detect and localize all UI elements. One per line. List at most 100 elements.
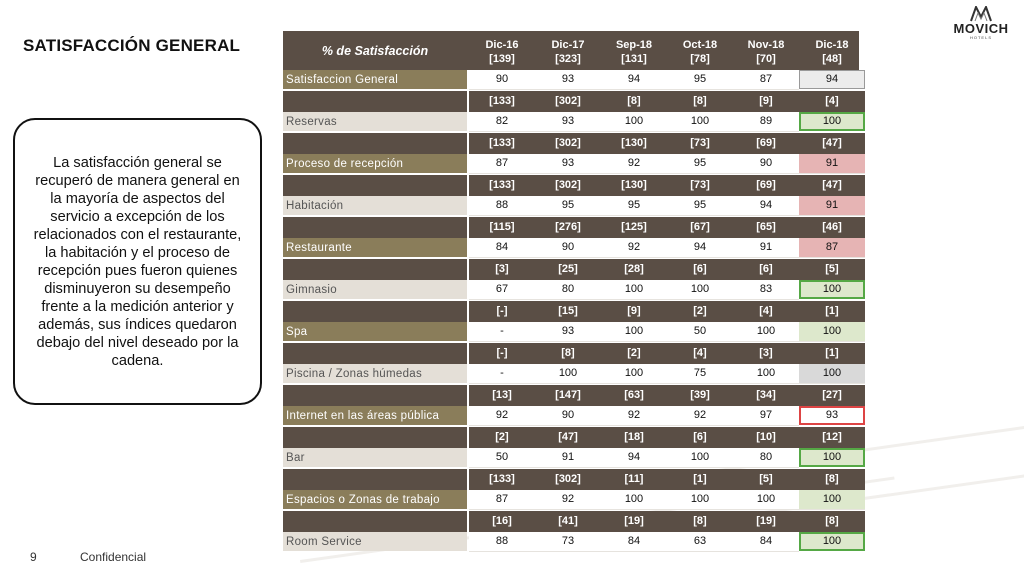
sample-size-spacer — [283, 301, 467, 322]
table-row: Spa -93 100 50 100 100 — [283, 322, 865, 343]
sample-size-spacer — [283, 343, 467, 364]
value-cell: 92 — [469, 406, 535, 426]
sample-size-cell: [8] — [799, 511, 865, 532]
table-row: Room Service 88 73 84 63 84 100 — [283, 532, 865, 553]
value-cell: 87 — [469, 490, 535, 510]
value-cell: 84 — [733, 532, 799, 552]
sample-size-cell: [147] — [535, 385, 601, 406]
header-label: % de Satisfacción — [321, 43, 429, 58]
value-cell: 94 — [601, 448, 667, 468]
sample-size-cell: [133] — [469, 133, 535, 154]
sample-size-cell: [25] — [535, 259, 601, 280]
value-cell: 95 — [667, 70, 733, 90]
sample-size-cell: [2] — [601, 343, 667, 364]
sample-size-cell: [2] — [469, 427, 535, 448]
value-cell: 91 — [733, 238, 799, 258]
value-cell: 93 — [535, 322, 601, 342]
period-name: Dic-18 — [815, 39, 849, 51]
value-cell: 75 — [667, 364, 733, 384]
value-cell: 100 — [733, 364, 799, 384]
value-cell: 100 — [601, 364, 667, 384]
sample-size-row: [2] [47] [18] [6] [10] [12] — [283, 427, 865, 448]
row-label: Satisfaccion General — [283, 70, 467, 89]
value-cell: 94 — [733, 196, 799, 216]
value-cell: 94 — [601, 70, 667, 90]
row-label: Habitación — [283, 196, 467, 215]
sample-size-cell: [4] — [667, 343, 733, 364]
row-label: Bar — [283, 448, 467, 467]
value-cell: 83 — [733, 280, 799, 300]
satisfaction-table: % de Satisfacción Dic-16 [139] Dic-17 [323] S… — [283, 31, 865, 553]
sample-size-spacer — [283, 259, 467, 280]
sample-size-cell: [11] — [601, 469, 667, 490]
sample-size-cell: [6] — [667, 259, 733, 280]
value-cell: 90 — [535, 406, 601, 426]
sample-size-row: [133] [302] [11] [1] [5] [8] — [283, 469, 865, 490]
table-header: % de Satisfacción Dic-16 [139] Dic-17 [323] S… — [283, 31, 859, 70]
sample-size-cell: [6] — [667, 427, 733, 448]
value-cell: 84 — [601, 532, 667, 552]
period-name: Oct-18 — [682, 39, 718, 51]
period-name: Nov-18 — [747, 39, 785, 51]
value-cell: 88 — [469, 532, 535, 552]
period-n: [131] — [621, 53, 647, 65]
value-cell: 87 — [469, 154, 535, 174]
footer-confidential: Confidencial — [80, 550, 147, 564]
sample-size-cell: [115] — [469, 217, 535, 238]
sample-size-cell: [47] — [799, 175, 865, 196]
value-cell: 100 — [667, 112, 733, 132]
row-label: Restaurante — [283, 238, 467, 257]
value-cell: 87 — [733, 70, 799, 90]
sample-size-spacer — [283, 469, 467, 490]
value-cell: 88 — [469, 196, 535, 216]
row-label: Reservas — [283, 112, 467, 131]
value-cell: 100 — [667, 280, 733, 300]
period-header: Sep-18 [131] — [601, 38, 667, 66]
value-cell: - — [469, 322, 535, 342]
value-cell: 73 — [535, 532, 601, 552]
sample-size-cell: [12] — [799, 427, 865, 448]
row-label: Piscina / Zonas húmedas — [283, 364, 467, 383]
sample-size-cell: [10] — [733, 427, 799, 448]
value-cell: 92 — [601, 154, 667, 174]
value-cell: 91 — [799, 196, 865, 216]
period-name: Dic-16 — [485, 39, 519, 51]
sample-size-cell: [302] — [535, 175, 601, 196]
sample-size-cell: [73] — [667, 175, 733, 196]
sample-size-cell: [9] — [733, 91, 799, 112]
value-cell: 100 — [733, 490, 799, 510]
value-cell: 100 — [601, 490, 667, 510]
value-cell: 80 — [733, 448, 799, 468]
sample-size-cell: [130] — [601, 133, 667, 154]
sample-size-cell: [19] — [733, 511, 799, 532]
value-cell: 82 — [469, 112, 535, 132]
period-n: [70] — [756, 53, 776, 65]
row-label: Proceso de recepción — [283, 154, 467, 173]
period-header: Nov-18 [70] — [733, 38, 799, 66]
row-label: Espacios o Zonas de trabajo — [283, 490, 467, 509]
value-cell: 97 — [733, 406, 799, 426]
sample-size-cell: [302] — [535, 133, 601, 154]
table-row: Restaurante 84 90 92 94 91 87 — [283, 238, 865, 259]
value-cell: 100 — [799, 112, 865, 131]
value-cell: 67 — [469, 280, 535, 300]
sample-size-cell: [276] — [535, 217, 601, 238]
sample-size-cell: [-] — [469, 301, 535, 322]
sample-size-cell: [133] — [469, 469, 535, 490]
value-cell: 100 — [799, 322, 865, 342]
row-label: Room Service — [283, 532, 467, 551]
sample-size-cell: [69] — [733, 175, 799, 196]
sample-size-cell: [34] — [733, 385, 799, 406]
value-cell: - — [469, 364, 535, 384]
sample-size-cell: [8] — [667, 91, 733, 112]
sample-size-cell: [41] — [535, 511, 601, 532]
row-label: Internet en las áreas pública — [283, 406, 467, 425]
sample-size-cell: [67] — [667, 217, 733, 238]
sample-size-cell: [1] — [799, 301, 865, 322]
sample-size-cell: [5] — [733, 469, 799, 490]
sample-size-cell: [6] — [733, 259, 799, 280]
sample-size-cell: [133] — [469, 175, 535, 196]
sample-size-cell: [-] — [469, 343, 535, 364]
value-cell: 89 — [733, 112, 799, 132]
sample-size-cell: [8] — [799, 469, 865, 490]
